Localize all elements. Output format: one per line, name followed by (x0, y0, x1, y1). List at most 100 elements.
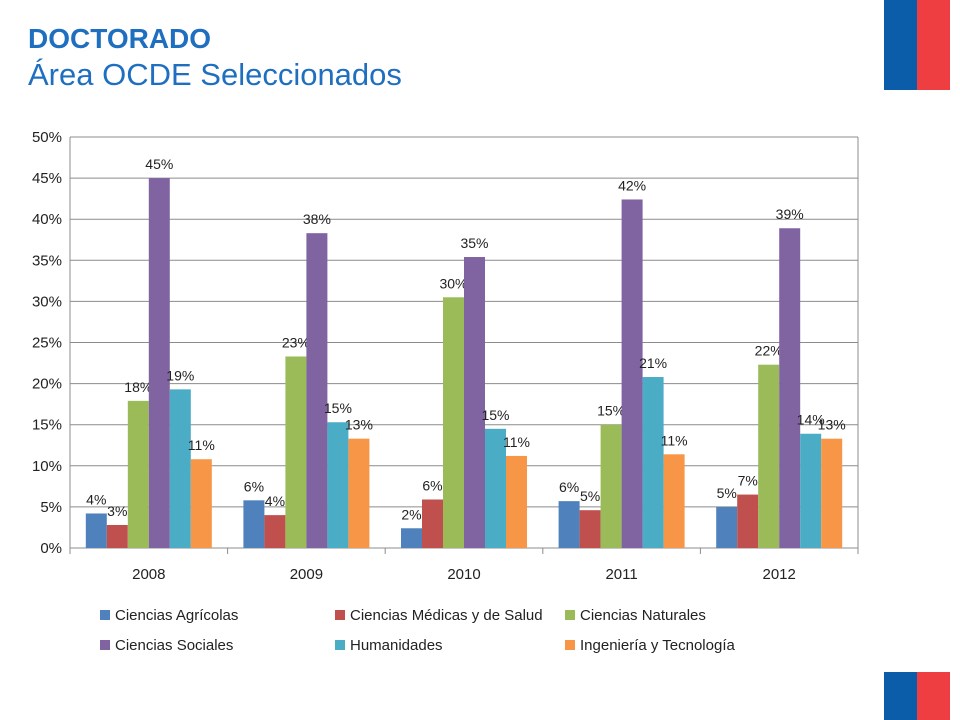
legend-swatch (565, 640, 575, 650)
data-label: 15% (481, 407, 509, 423)
bar-0-2 (401, 528, 422, 548)
bar-chart: 0%5%10%15%20%25%30%35%40%45%50%20084%3%1… (32, 129, 859, 583)
data-label: 23% (282, 334, 310, 350)
bar-4-0 (169, 389, 191, 548)
bar-3-2 (464, 257, 485, 548)
legend-item: Ciencias Agrícolas (100, 607, 335, 624)
legend-label: Humanidades (350, 636, 443, 654)
bar-3-3 (621, 199, 643, 549)
data-label: 13% (345, 417, 373, 433)
x-tick-label: 2008 (132, 566, 165, 583)
legend-label: Ciencias Naturales (580, 606, 706, 624)
bar-1-2 (422, 499, 443, 548)
y-tick-label: 30% (32, 293, 62, 310)
legend-swatch (565, 610, 575, 620)
bar-2-3 (600, 424, 622, 548)
bar-5-0 (190, 459, 212, 548)
data-label: 21% (639, 355, 667, 371)
data-label: 14% (797, 412, 825, 428)
data-label: 6% (559, 479, 579, 495)
legend-item: Ciencias Sociales (100, 637, 335, 654)
legend-item: Ciencias Naturales (565, 607, 785, 624)
legend-swatch (335, 640, 345, 650)
data-label: 30% (439, 275, 467, 291)
x-tick-label: 2009 (290, 566, 323, 583)
flag-stripe-bottom (884, 672, 950, 720)
data-label: 11% (503, 434, 530, 450)
data-label: 5% (580, 488, 600, 504)
bar-3-4 (779, 228, 801, 548)
bar-0-0 (85, 513, 107, 548)
x-tick-label: 2011 (605, 566, 637, 583)
y-tick-label: 0% (40, 540, 62, 557)
data-label: 6% (422, 478, 442, 494)
bar-4-3 (642, 377, 664, 548)
legend-label: Ingeniería y Tecnología (580, 636, 735, 654)
page-subtitle: Área OCDE Seleccionados (28, 57, 402, 92)
chart-legend: Ciencias Agrícolas Ciencias Médicas y de … (100, 600, 800, 660)
bar-3-0 (148, 178, 170, 548)
data-label: 5% (717, 485, 737, 501)
data-label: 15% (597, 403, 625, 419)
bar-0-1 (243, 500, 265, 548)
data-label: 18% (124, 379, 152, 395)
y-tick-label: 25% (32, 335, 62, 352)
legend-label: Ciencias Médicas y de Salud (350, 606, 543, 624)
data-label: 19% (166, 367, 194, 383)
data-label: 4% (86, 491, 106, 507)
data-label: 15% (324, 400, 352, 416)
data-label: 7% (738, 473, 758, 489)
legend-row: Ciencias Agrícolas Ciencias Médicas y de … (100, 600, 800, 630)
data-label: 4% (265, 493, 285, 509)
bar-4-4 (800, 433, 822, 548)
legend-swatch (335, 610, 345, 620)
y-tick-label: 20% (32, 376, 62, 393)
bar-0-4 (716, 506, 738, 548)
title-block: DOCTORADO Área OCDE Seleccionados (28, 22, 402, 94)
bar-2-1 (285, 356, 307, 548)
bar-2-2 (443, 297, 464, 548)
bar-5-4 (821, 438, 843, 548)
data-label: 11% (188, 437, 215, 453)
legend-row: Ciencias Sociales Humanidades Ingeniería y… (100, 630, 800, 660)
data-label: 22% (755, 343, 783, 359)
data-label: 13% (818, 417, 846, 433)
page-title: DOCTORADO (28, 23, 212, 54)
y-tick-label: 15% (32, 417, 62, 434)
data-label: 35% (460, 235, 488, 251)
legend-label: Ciencias Sociales (115, 636, 234, 654)
legend-swatch (100, 610, 110, 620)
data-label: 45% (145, 156, 173, 172)
data-label: 2% (401, 506, 421, 522)
data-label: 3% (107, 503, 127, 519)
bar-1-4 (737, 494, 759, 548)
bar-4-2 (485, 428, 506, 548)
bar-2-4 (758, 364, 780, 548)
data-label: 6% (244, 478, 264, 494)
y-tick-label: 35% (32, 252, 62, 269)
y-tick-label: 50% (32, 129, 62, 146)
x-tick-label: 2010 (447, 566, 480, 583)
legend-item: Ciencias Médicas y de Salud (335, 607, 565, 624)
data-label: 11% (661, 432, 688, 448)
bar-1-0 (106, 524, 128, 548)
bar-5-1 (348, 438, 370, 548)
bar-4-1 (327, 422, 349, 548)
legend-label: Ciencias Agrícolas (115, 606, 239, 624)
data-label: 38% (303, 211, 331, 227)
bar-5-2 (506, 455, 527, 548)
flag-stripe-top (884, 0, 950, 90)
legend-item: Humanidades (335, 637, 565, 654)
y-tick-label: 40% (32, 211, 62, 228)
y-tick-label: 10% (32, 458, 62, 475)
bar-2-0 (127, 400, 149, 548)
legend-item: Ingeniería y Tecnología (565, 637, 785, 654)
bar-5-3 (663, 454, 685, 548)
legend-swatch (100, 640, 110, 650)
bar-0-3 (558, 501, 580, 548)
y-tick-label: 5% (40, 499, 62, 516)
bar-3-1 (306, 233, 328, 548)
bar-1-1 (264, 515, 286, 548)
bar-1-3 (579, 510, 601, 548)
data-label: 39% (776, 206, 804, 222)
